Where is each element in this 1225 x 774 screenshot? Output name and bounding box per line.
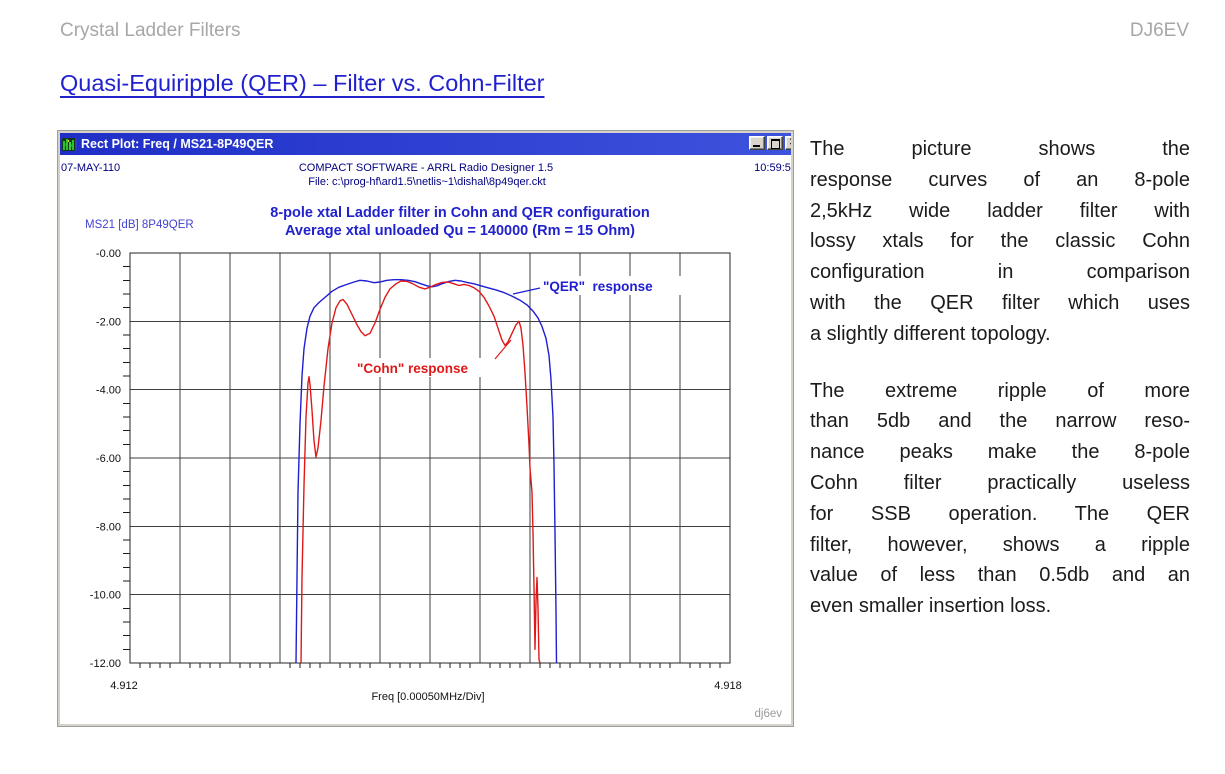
plot-frame — [129, 252, 731, 664]
chart-title: 8-pole xtal Ladder filter in Cohn and QE… — [270, 205, 649, 221]
qer-leader-line — [512, 287, 541, 295]
plot-file-path: File: c:\prog-hf\ard1.5\netlis~1\dishal\… — [308, 176, 546, 188]
text-line: a slightly different topology. — [810, 322, 1051, 345]
y-tick-label: -10.00 — [90, 590, 121, 602]
close-button[interactable] — [785, 136, 791, 150]
text-line: Cohn filter practically useless — [810, 471, 1190, 494]
text-line: even smaller insertion loss. — [810, 595, 1052, 618]
text-line: The extreme ripple of more — [810, 379, 1190, 402]
app-icon[interactable] — [62, 137, 77, 151]
text-line: with the QER filter which uses — [810, 291, 1190, 314]
qer-label-backdrop — [538, 276, 682, 295]
text-line: nance peaks make the 8-pole — [810, 441, 1190, 464]
text-line: response curves of an 8-pole — [810, 168, 1190, 191]
paragraph-2: The extreme ripple of more than 5db and t… — [810, 376, 1190, 622]
rect-plot-window: Rect Plot: Freq / MS21-8P49QER -0.00 -2.0… — [57, 130, 794, 727]
chart-subtitle: Average xtal unloaded Qu = 140000 (Rm = … — [285, 223, 635, 239]
window-controls — [749, 136, 791, 150]
grid-layer — [123, 252, 731, 668]
y-tick-label: -12.00 — [90, 658, 121, 670]
y-tick-label: -2.00 — [96, 316, 121, 328]
y-tick-label: -4.00 — [96, 385, 121, 397]
curve-qer-response — [295, 278, 558, 664]
cohn-leader-line — [494, 339, 512, 360]
y-tick-label: -6.00 — [96, 453, 121, 465]
text-line: than 5db and the narrow reso- — [810, 410, 1190, 433]
text-line: value of less than 0.5db and an — [810, 564, 1190, 587]
y-tick-label: -0.00 — [96, 248, 121, 260]
x-tick-label: 4.918 — [714, 680, 742, 692]
text-line: filter, however, shows a ripple — [810, 533, 1190, 556]
window-titlebar[interactable]: Rect Plot: Freq / MS21-8P49QER — [60, 133, 791, 155]
maximize-button[interactable] — [767, 136, 783, 150]
side-text-column: The picture shows the response curves of … — [810, 134, 1190, 622]
trace-label: MS21 [dB] 8P49QER — [85, 219, 194, 231]
plot-date: 07-MAY-110 — [61, 162, 120, 174]
tick-labels: -0.00 -2.00 -4.00 -6.00 -8.00 -10.00 -12.00 4.9… — [90, 248, 742, 692]
y-tick-label: -8.00 — [96, 521, 121, 533]
paragraph-1: The picture shows the response curves of … — [810, 134, 1190, 350]
cohn-label-backdrop — [353, 358, 502, 377]
series-layer — [295, 278, 558, 664]
doc-header-title: Crystal Ladder Filters — [60, 20, 241, 41]
plot-canvas: -0.00 -2.00 -4.00 -6.00 -8.00 -10.00 -12.00 4.9… — [60, 155, 791, 724]
page-title: Quasi-Equiripple (QER) – Filter vs. Cohn… — [60, 70, 545, 96]
x-tick-label: 4.912 — [110, 680, 138, 692]
cohn-response-label: "Cohn" response — [357, 361, 469, 376]
plot-time: 10:59:56 — [754, 162, 791, 174]
response-chart: -0.00 -2.00 -4.00 -6.00 -8.00 -10.00 -12.00 4.9… — [61, 162, 791, 720]
doc-header-callsign: DJ6EV — [1129, 20, 1189, 41]
qer-response-label: "QER" response — [543, 279, 653, 294]
text-line: 2,5kHz wide ladder filter with — [810, 199, 1190, 222]
text-line: lossy xtals for the classic Cohn — [810, 230, 1190, 253]
plot-watermark: dj6ev — [755, 708, 783, 720]
x-axis-title: Freq [0.00050MHz/Div] — [371, 691, 484, 703]
window-title: Rect Plot: Freq / MS21-8P49QER — [81, 137, 274, 151]
text-line: for SSB operation. The QER — [810, 502, 1190, 525]
text-line: configuration in comparison — [810, 261, 1190, 284]
text-line: The picture shows the — [810, 138, 1190, 160]
plot-software: COMPACT SOFTWARE - ARRL Radio Designer 1… — [299, 162, 553, 174]
minimize-button[interactable] — [749, 136, 765, 150]
curve-cohn-response — [300, 280, 541, 664]
